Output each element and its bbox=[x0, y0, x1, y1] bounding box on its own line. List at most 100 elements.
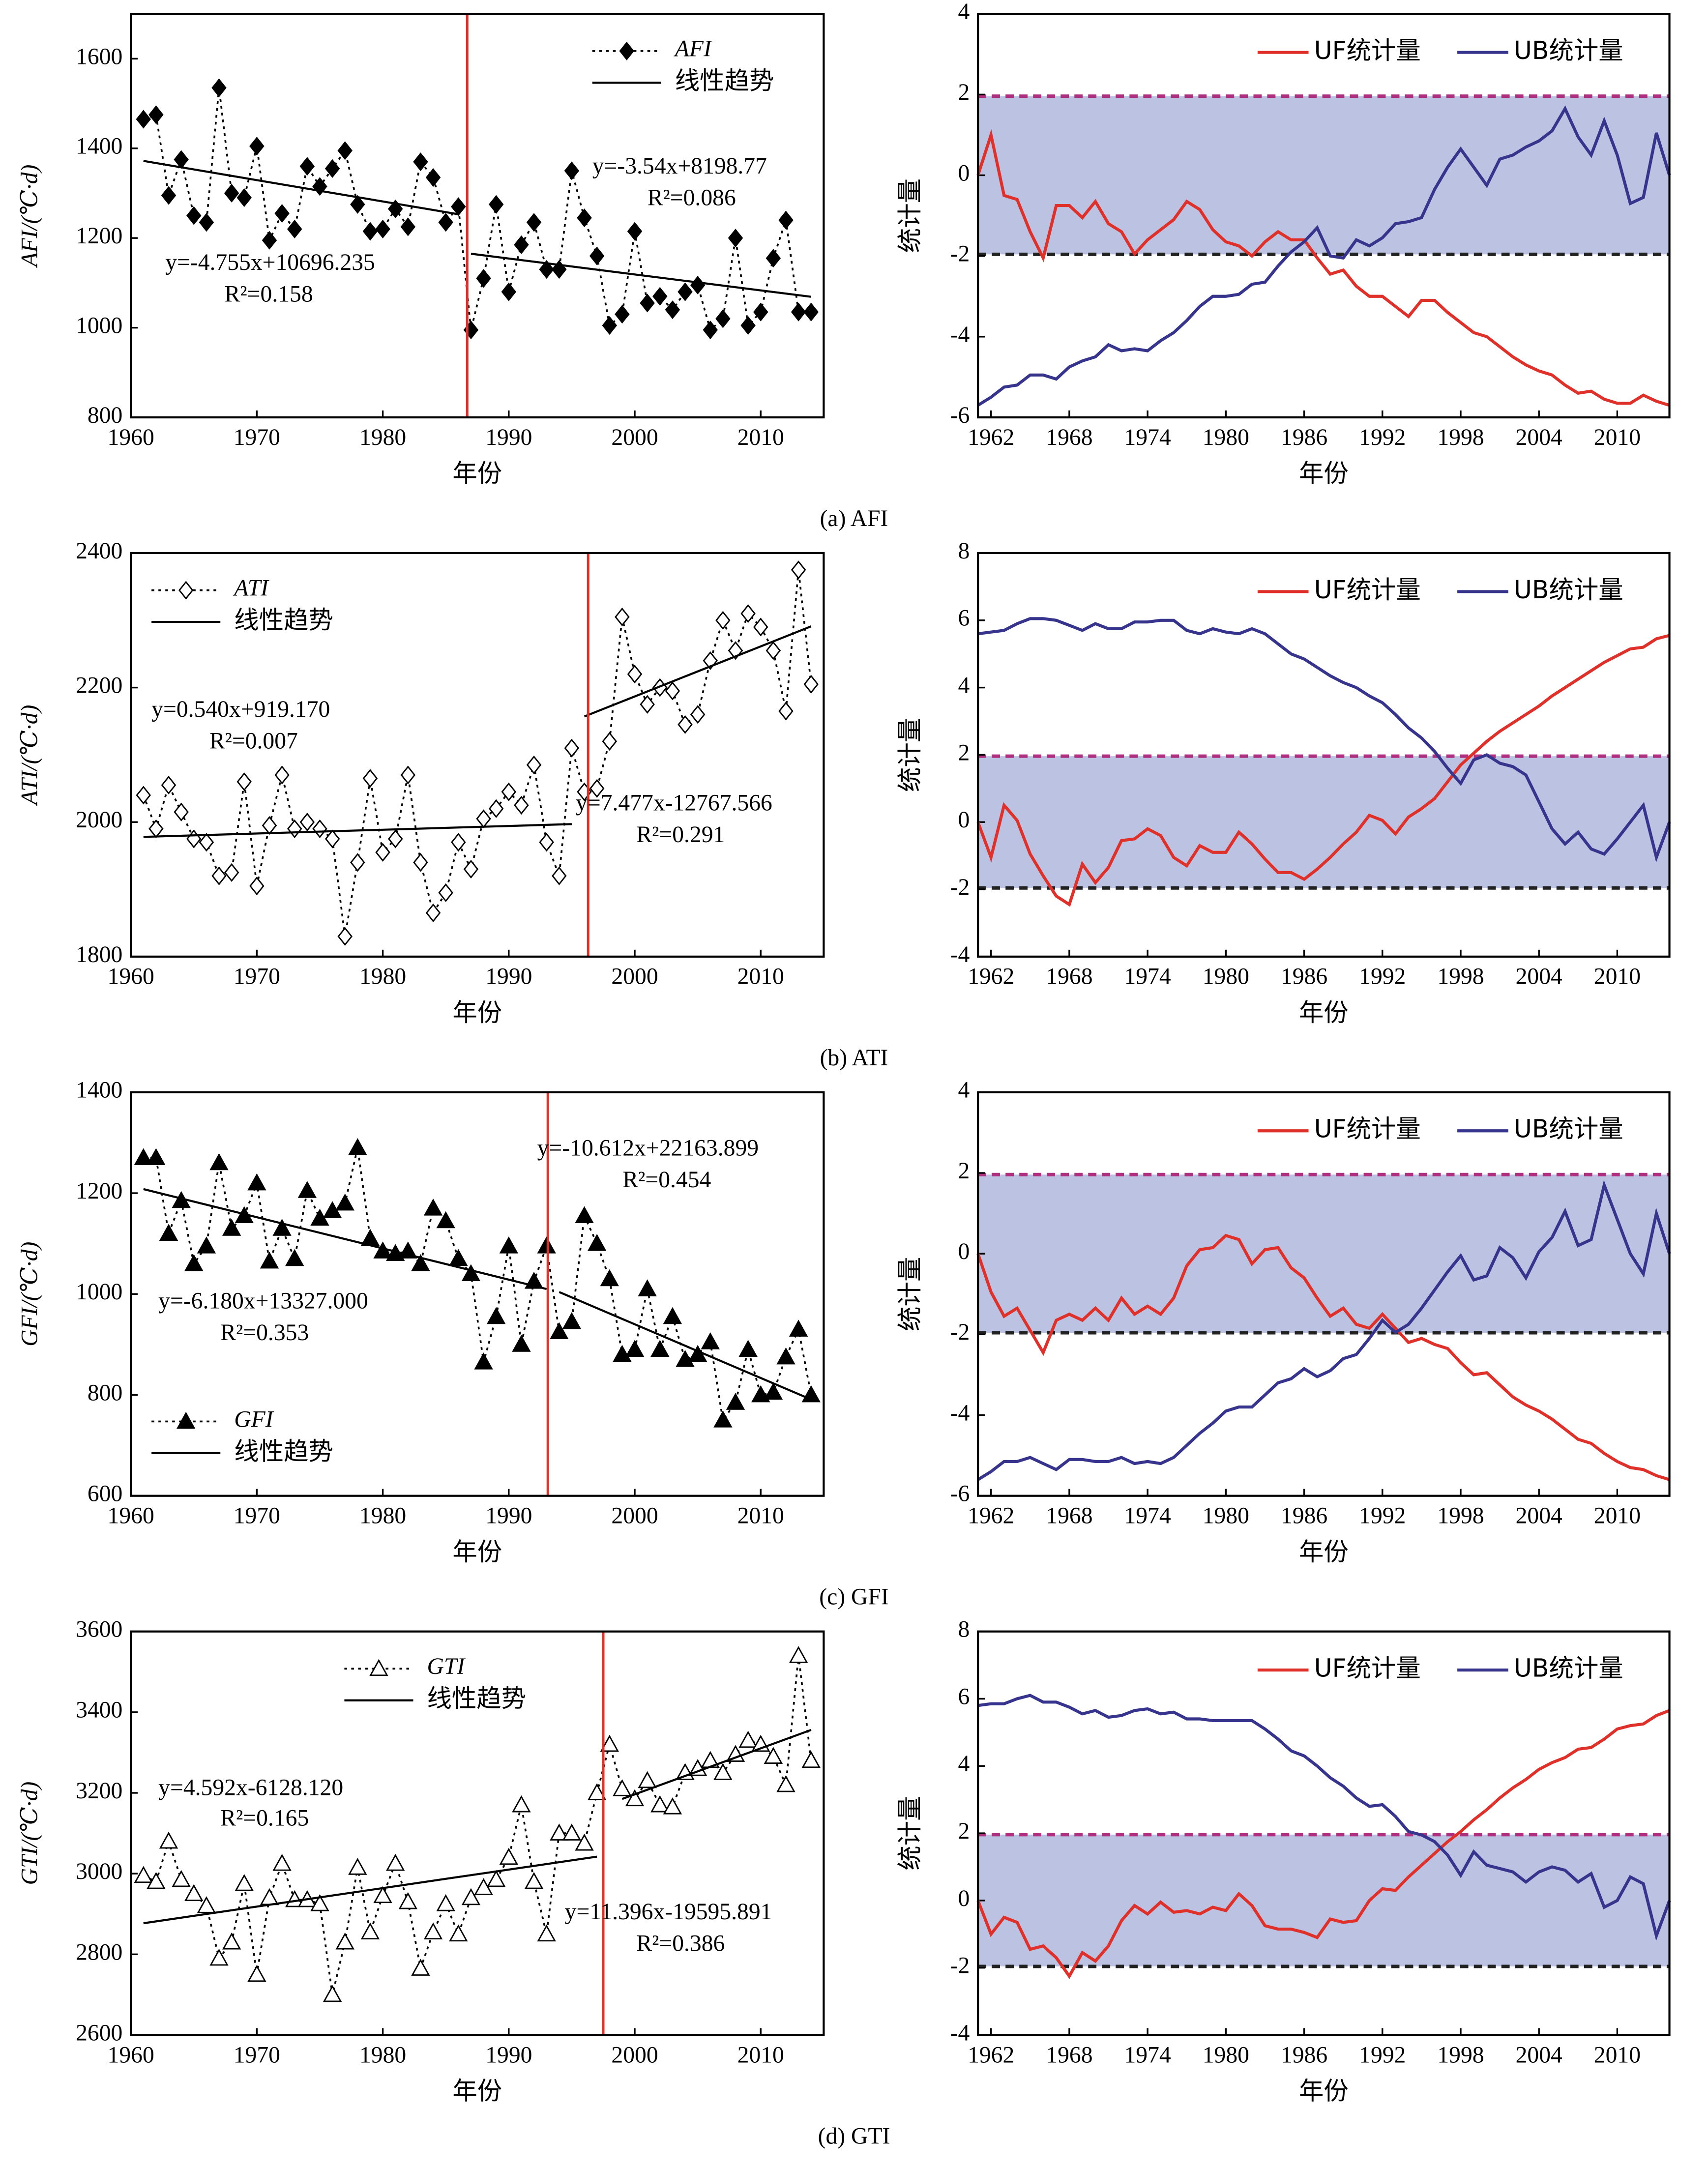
marker bbox=[211, 866, 227, 885]
x-tick-label: 1960 bbox=[108, 2042, 154, 2068]
y-tick-label: 2200 bbox=[76, 673, 122, 699]
annotation: R²=0.291 bbox=[636, 822, 725, 848]
x-tick-label: 1974 bbox=[1124, 2042, 1171, 2068]
x-tick-label: 1960 bbox=[108, 1503, 154, 1528]
marker bbox=[738, 1340, 758, 1357]
plot-frame bbox=[130, 1630, 825, 2036]
y-tick-label: 0 bbox=[958, 1239, 970, 1264]
marker bbox=[488, 799, 504, 818]
critical-band bbox=[978, 756, 1670, 888]
marker bbox=[713, 1410, 733, 1428]
marker bbox=[209, 1948, 229, 1966]
marker bbox=[260, 1251, 279, 1269]
marker bbox=[438, 883, 453, 902]
marker bbox=[627, 222, 643, 241]
x-tick-label: 2010 bbox=[737, 425, 784, 450]
marker bbox=[337, 141, 353, 160]
marker bbox=[224, 183, 239, 203]
annotation: y=0.540x+919.170 bbox=[151, 697, 330, 722]
y-tick-label: 2600 bbox=[76, 2020, 122, 2046]
y-tick-label: 1400 bbox=[76, 1078, 122, 1103]
marker bbox=[136, 110, 151, 129]
x-tick-label: 1986 bbox=[1281, 964, 1327, 990]
y-axis-label: ATI/(℃·d) bbox=[17, 705, 42, 807]
marker bbox=[650, 1340, 670, 1357]
marker bbox=[728, 641, 743, 660]
trend-line bbox=[143, 160, 459, 215]
y-tick-label: 1200 bbox=[76, 223, 122, 249]
marker bbox=[701, 1332, 720, 1349]
marker bbox=[134, 1148, 153, 1166]
marker bbox=[715, 611, 731, 630]
marker bbox=[764, 1747, 783, 1764]
plot-frame bbox=[977, 13, 1671, 419]
y-tick-label: -6 bbox=[950, 403, 970, 428]
legend-label: UF统计量 bbox=[1314, 575, 1421, 604]
marker bbox=[789, 1646, 808, 1663]
marker bbox=[638, 1771, 657, 1788]
marker bbox=[222, 1933, 241, 1950]
legend-label: ATI bbox=[233, 576, 269, 601]
marker bbox=[539, 260, 554, 279]
trend-line bbox=[584, 625, 812, 718]
legend-label: UB统计量 bbox=[1514, 1654, 1623, 1683]
marker bbox=[249, 877, 265, 896]
annotation: R²=0.007 bbox=[209, 729, 298, 754]
marker bbox=[726, 1745, 745, 1762]
y-tick-label: 0 bbox=[958, 160, 970, 186]
series-line bbox=[143, 88, 811, 332]
marker bbox=[159, 1831, 178, 1849]
marker bbox=[423, 1199, 443, 1216]
y-axis-label: GTI/(℃·d) bbox=[17, 1782, 42, 1885]
marker bbox=[640, 695, 655, 714]
y-tick-label: 2 bbox=[958, 80, 970, 105]
marker bbox=[451, 197, 466, 216]
y-tick-label: 2 bbox=[958, 1158, 970, 1184]
trend-line bbox=[143, 823, 572, 838]
trend-line bbox=[143, 1855, 597, 1925]
marker bbox=[172, 1870, 191, 1887]
y-tick-label: 1000 bbox=[76, 1279, 122, 1305]
marker bbox=[224, 863, 239, 882]
marker bbox=[575, 1206, 594, 1224]
marker bbox=[499, 1847, 519, 1865]
legend-label: GFI bbox=[234, 1406, 274, 1432]
marker bbox=[174, 150, 189, 169]
marker bbox=[587, 1783, 607, 1800]
x-axis-label: 年份 bbox=[452, 998, 502, 1027]
x-tick-label: 1980 bbox=[359, 1503, 406, 1528]
annotation: R²=0.086 bbox=[648, 185, 736, 210]
marker bbox=[174, 802, 189, 821]
marker bbox=[199, 213, 214, 232]
marker bbox=[663, 1797, 682, 1815]
series-line bbox=[977, 105, 1671, 407]
y-tick-label: 800 bbox=[88, 1380, 122, 1406]
marker bbox=[423, 1922, 443, 1940]
marker bbox=[312, 819, 327, 838]
x-axis-label: 年份 bbox=[452, 459, 502, 488]
marker bbox=[499, 1236, 519, 1254]
marker bbox=[184, 1884, 204, 1902]
marker bbox=[147, 1872, 166, 1889]
y-tick-label: -2 bbox=[950, 1953, 970, 1979]
marker bbox=[348, 1138, 367, 1155]
y-tick-label: -6 bbox=[950, 1481, 970, 1507]
y-tick-label: 8 bbox=[958, 1617, 970, 1642]
marker bbox=[461, 1888, 481, 1905]
marker bbox=[262, 231, 277, 250]
y-axis-label: GFI/(℃·d) bbox=[17, 1242, 42, 1347]
marker bbox=[577, 208, 592, 228]
y-tick-label: -4 bbox=[950, 1400, 970, 1426]
critical-band bbox=[978, 1834, 1670, 1966]
x-tick-label: 1962 bbox=[968, 2042, 1014, 2068]
marker bbox=[247, 1964, 266, 1982]
marker bbox=[550, 1823, 569, 1841]
y-tick-label: 4 bbox=[958, 1078, 970, 1103]
marker bbox=[487, 1307, 506, 1324]
marker bbox=[512, 1335, 531, 1352]
series-line bbox=[976, 634, 1670, 907]
x-tick-label: 1962 bbox=[968, 964, 1014, 990]
legend-label: 线性趋势 bbox=[427, 1684, 527, 1713]
marker bbox=[260, 1888, 279, 1905]
